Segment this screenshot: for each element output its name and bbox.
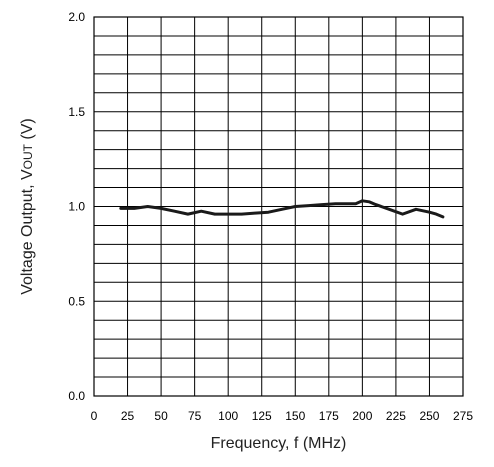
y-tick-label: 0.5 (68, 294, 85, 308)
x-axis-ticks: 0 25 50 75 100 125 150 175 200 225 250 275 (91, 409, 474, 423)
x-tick-label: 225 (386, 409, 406, 423)
y-axis-label-unit: (V) (19, 118, 36, 144)
x-tick-label: 100 (218, 409, 238, 423)
y-axis-label-subscript: OUT (21, 143, 35, 169)
x-tick-label: 0 (91, 409, 98, 423)
y-tick-label: 2.0 (68, 10, 85, 24)
x-tick-label: 200 (352, 409, 372, 423)
grid (94, 17, 463, 396)
series-line-0 (119, 199, 445, 219)
y-axis-label-main: Voltage Output, V (19, 169, 36, 295)
x-tick-label: 150 (285, 409, 305, 423)
x-tick-label: 50 (154, 409, 168, 423)
x-tick-label: 275 (453, 409, 473, 423)
y-axis-ticks: 0.0 0.5 1.0 1.5 2.0 (68, 10, 85, 403)
x-tick-label: 125 (252, 409, 272, 423)
plot-frame (93, 16, 464, 397)
x-tick-label: 250 (419, 409, 439, 423)
y-axis-label: Voltage Output, VOUT (V) (19, 118, 36, 295)
x-axis-label: Frequency, f (MHz) (211, 435, 347, 452)
x-tick-label: 25 (121, 409, 135, 423)
y-tick-label: 1.0 (68, 200, 85, 214)
x-tick-label: 175 (319, 409, 339, 423)
x-tick-label: 75 (188, 409, 202, 423)
series-layer (119, 199, 445, 219)
y-tick-label: 0.0 (68, 389, 85, 403)
y-tick-label: 1.5 (68, 105, 85, 119)
